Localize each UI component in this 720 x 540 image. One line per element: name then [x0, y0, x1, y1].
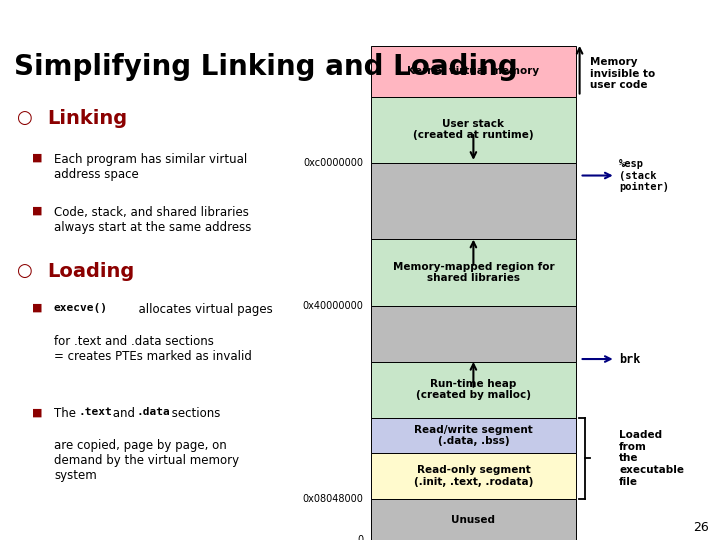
- Text: Unused: Unused: [451, 515, 495, 524]
- Text: Read/write segment
(.data, .bss): Read/write segment (.data, .bss): [414, 424, 533, 446]
- Text: execve(): execve(): [54, 303, 108, 313]
- Bar: [371, 454, 576, 499]
- Bar: [371, 97, 576, 163]
- Text: and: and: [109, 408, 139, 421]
- Text: Simplifying Linking and Loading: Simplifying Linking and Loading: [14, 53, 518, 81]
- Text: Kernel virtual memory: Kernel virtual memory: [408, 66, 539, 76]
- Bar: [371, 499, 576, 540]
- Text: 26: 26: [693, 521, 709, 534]
- Text: The: The: [54, 408, 80, 421]
- Text: .data: .data: [137, 408, 171, 417]
- Text: Each program has similar virtual
address space: Each program has similar virtual address…: [54, 153, 247, 180]
- Bar: [371, 239, 576, 306]
- Text: %esp
(stack
pointer): %esp (stack pointer): [619, 159, 669, 192]
- Text: ■: ■: [32, 153, 43, 163]
- Bar: [371, 306, 576, 362]
- Text: .text: .text: [78, 408, 112, 417]
- Bar: [371, 362, 576, 417]
- Text: Carnegie Mellon: Carnegie Mellon: [589, 9, 706, 22]
- Text: 0x40000000: 0x40000000: [302, 301, 364, 310]
- Text: 0: 0: [357, 535, 364, 540]
- Text: ■: ■: [32, 303, 43, 313]
- Text: Loading: Loading: [47, 262, 134, 281]
- Text: Memory-mapped region for
shared libraries: Memory-mapped region for shared librarie…: [392, 261, 554, 283]
- Bar: [371, 163, 576, 239]
- Text: ■: ■: [32, 206, 43, 216]
- Text: 0xc0000000: 0xc0000000: [304, 158, 364, 168]
- Text: 0x08048000: 0x08048000: [302, 494, 364, 504]
- Text: are copied, page by page, on
demand by the virtual memory
system: are copied, page by page, on demand by t…: [54, 439, 239, 482]
- Text: Code, stack, and shared libraries
always start at the same address: Code, stack, and shared libraries always…: [54, 206, 251, 234]
- Text: Memory
invisible to
user code: Memory invisible to user code: [590, 57, 656, 90]
- Bar: [371, 45, 576, 97]
- Text: brk: brk: [619, 353, 641, 366]
- Text: Run-time heap
(created by malloc): Run-time heap (created by malloc): [416, 379, 531, 401]
- Text: allocates virtual pages: allocates virtual pages: [131, 303, 273, 316]
- Text: ○: ○: [16, 109, 32, 127]
- Text: ■: ■: [32, 408, 43, 417]
- Text: ○: ○: [16, 262, 32, 280]
- Bar: [371, 417, 576, 454]
- Text: Loaded
from
the
executable
file: Loaded from the executable file: [619, 430, 684, 487]
- Text: sections: sections: [168, 408, 220, 421]
- Text: Linking: Linking: [47, 109, 127, 129]
- Text: Read-only segment
(.init, .text, .rodata): Read-only segment (.init, .text, .rodata…: [414, 465, 533, 487]
- Text: User stack
(created at runtime): User stack (created at runtime): [413, 119, 534, 140]
- Text: for .text and .data sections
= creates PTEs marked as invalid: for .text and .data sections = creates P…: [54, 335, 252, 362]
